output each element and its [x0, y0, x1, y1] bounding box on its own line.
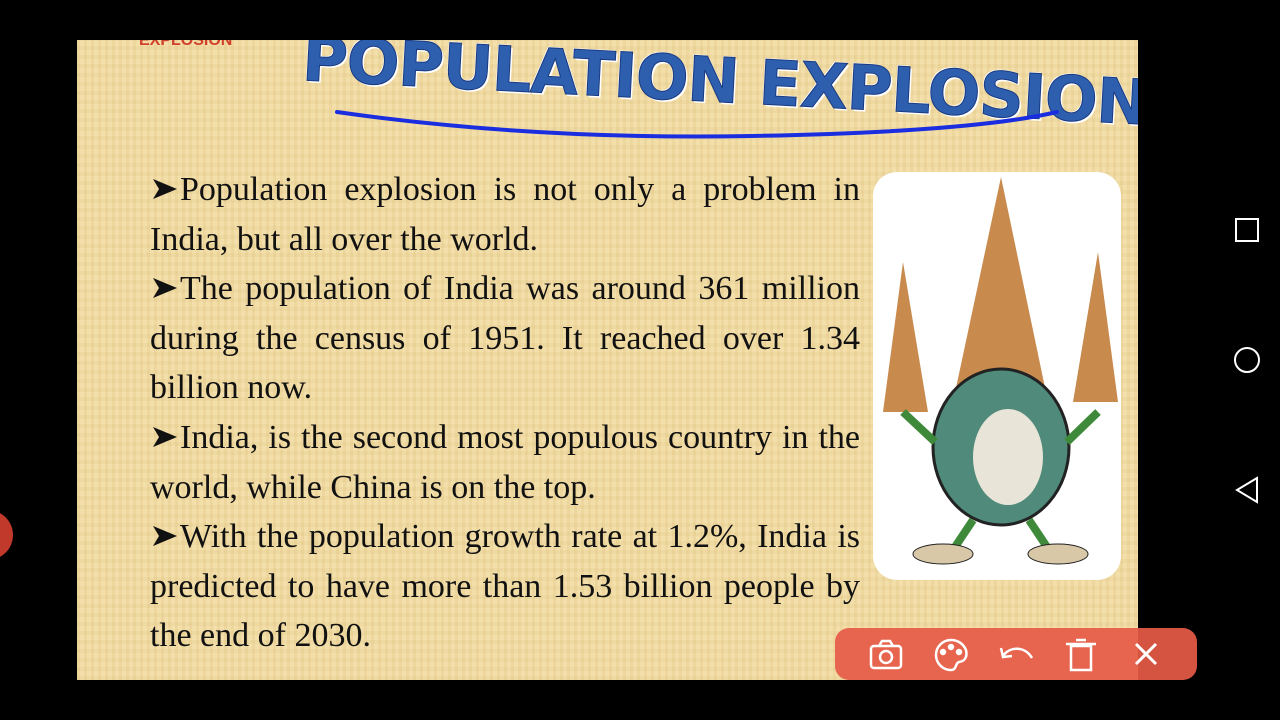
underline — [335, 110, 1059, 139]
bullet: With the population growth rate at 1.2%,… — [150, 512, 860, 661]
bullet-marker — [153, 526, 177, 547]
bullet: India, is the second most populous count… — [150, 413, 860, 512]
bullet: Population explosion is not only a probl… — [150, 165, 860, 264]
undo-button[interactable] — [999, 647, 1034, 659]
bullet-marker — [153, 278, 177, 299]
home-button[interactable] — [1234, 347, 1260, 373]
bullet-text: The population of India was around 361 m… — [150, 270, 860, 407]
camera-button[interactable] — [869, 639, 903, 670]
bullet-marker — [153, 179, 177, 199]
bullet-list: Population explosion is not only a probl… — [150, 165, 860, 661]
nav-bar — [1234, 218, 1260, 504]
cartoon — [883, 177, 1118, 565]
bullet-text: India, is the second most populous count… — [150, 418, 860, 506]
bullet-text: With the population growth rate at 1.2%,… — [150, 518, 860, 655]
close-button[interactable] — [1134, 642, 1158, 666]
toolbar-icons — [869, 638, 1158, 672]
bullet: The population of India was around 361 m… — [150, 264, 860, 413]
back-button[interactable] — [1235, 476, 1258, 504]
bullet-marker — [153, 426, 177, 447]
logo: EXPLOSION — [139, 40, 233, 49]
recents-button[interactable] — [1235, 218, 1259, 242]
cartoon-image — [873, 172, 1121, 580]
toolbar — [835, 628, 1197, 680]
bullet-text: Population explosion is not only a probl… — [150, 171, 860, 258]
delete-button[interactable] — [1066, 638, 1096, 672]
slide: EXPLOSION POPULATION EXPLOSION Populatio… — [77, 40, 1138, 680]
palette-button[interactable] — [934, 638, 968, 672]
floating-button[interactable] — [0, 510, 16, 560]
